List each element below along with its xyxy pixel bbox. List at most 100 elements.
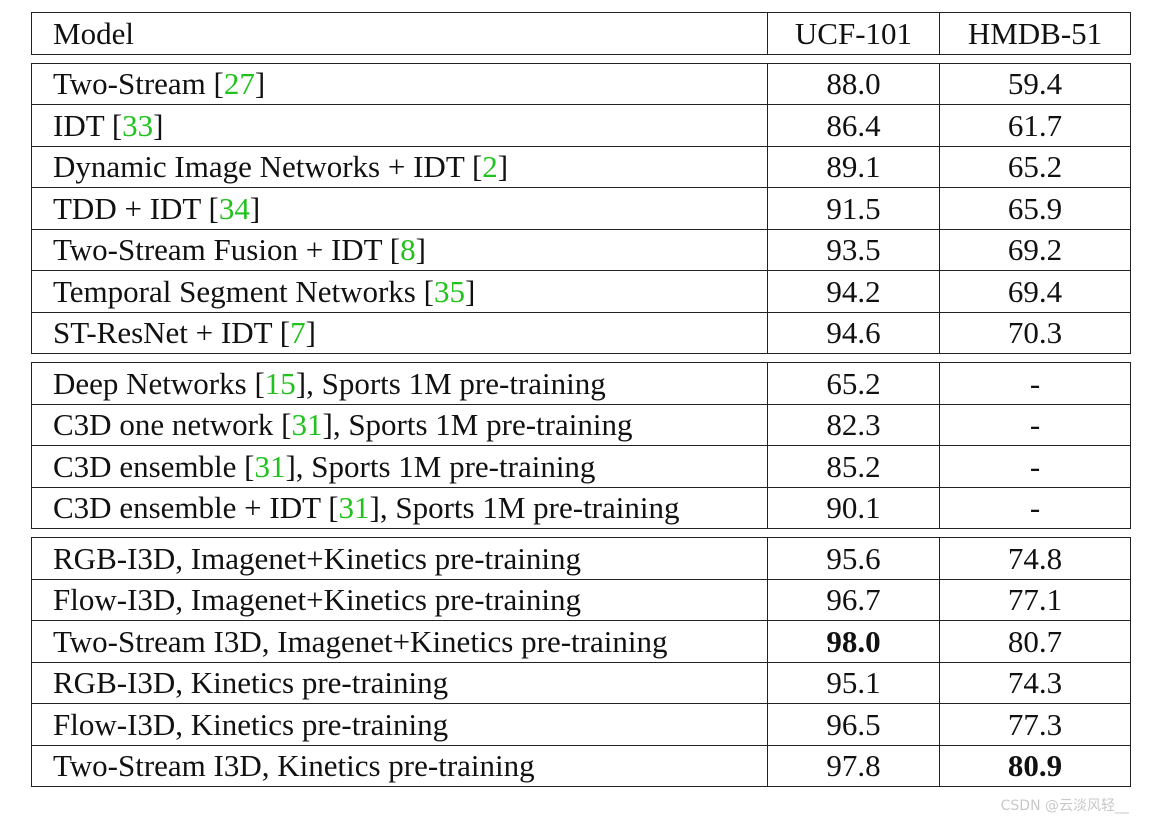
header-row: Model UCF-101 HMDB-51 <box>31 12 1131 55</box>
model-cell: Dynamic Image Networks + IDT [2] <box>31 145 768 188</box>
model-name: C3D one network <box>53 407 282 443</box>
table-row: Two-Stream I3D, Imagenet+Kinetics pre-tr… <box>31 620 1131 663</box>
table-row: Flow-I3D, Kinetics pre-training 96.5 77.3 <box>31 703 1131 746</box>
ucf101-score: 96.7 <box>767 578 940 621</box>
model-cell: C3D ensemble [31], Sports 1M pre-trainin… <box>31 445 768 488</box>
model-name: C3D ensemble + IDT <box>53 490 329 526</box>
header-ucf101: UCF-101 <box>767 12 940 55</box>
model-name: Flow-I3D, Imagenet+Kinetics pre-training <box>53 582 581 618</box>
citation-link[interactable]: 33 <box>122 107 154 143</box>
hmdb51-score: 65.2 <box>939 145 1131 188</box>
citation-close-bracket: ] <box>249 190 261 226</box>
citation-link[interactable]: 2 <box>482 149 498 185</box>
hmdb51-score: - <box>939 403 1131 446</box>
citation-close-bracket: ] <box>285 448 296 484</box>
table-row: Two-Stream I3D, Kinetics pre-training 97.… <box>31 744 1131 787</box>
hmdb51-score: 80.7 <box>939 620 1131 663</box>
citation-link[interactable]: 35 <box>433 273 465 309</box>
hmdb51-score: 70.3 <box>939 311 1131 354</box>
watermark: CSDN @云淡风轻__ <box>1000 798 1129 814</box>
citation-open-bracket: [ <box>471 149 483 185</box>
results-table: Model UCF-101 HMDB-51 Two-Stream [27] 88.… <box>31 12 1131 787</box>
table-row: TDD + IDT [34] 91.5 65.9 <box>31 187 1131 230</box>
citation-link[interactable]: 8 <box>400 232 416 268</box>
model-cell: Deep Networks [15], Sports 1M pre-traini… <box>31 362 768 405</box>
citation-open-bracket: [ <box>281 407 292 443</box>
model-pretraining: , Sports 1M pre-training <box>295 448 596 484</box>
model-cell: Two-Stream I3D, Kinetics pre-training <box>31 744 768 787</box>
citation-link[interactable]: 7 <box>290 315 306 351</box>
citation-link[interactable]: 31 <box>338 490 370 526</box>
table-row: Dynamic Image Networks + IDT [2] 89.1 65.2 <box>31 145 1131 188</box>
hmdb51-score: 74.8 <box>939 537 1131 580</box>
hmdb51-score: 65.9 <box>939 187 1131 230</box>
citation-close-bracket: ] <box>415 232 426 268</box>
ucf101-score: 97.8 <box>767 744 940 787</box>
citation-open-bracket: [ <box>279 315 291 351</box>
citation-link[interactable]: 31 <box>291 407 323 443</box>
hmdb51-score: 77.3 <box>939 703 1131 746</box>
citation-close-bracket: ] <box>254 66 266 102</box>
ucf101-score: 90.1 <box>767 486 940 529</box>
citation-link[interactable]: 31 <box>254 448 286 484</box>
group-separator-cell <box>31 53 1131 64</box>
model-cell: Flow-I3D, Kinetics pre-training <box>31 703 768 746</box>
citation-close-bracket: ] <box>464 273 476 309</box>
hmdb51-score: 69.2 <box>939 228 1131 271</box>
model-cell: Two-Stream [27] <box>31 62 768 105</box>
ucf101-score: 93.5 <box>767 228 940 271</box>
group-separator <box>31 528 1131 538</box>
table-body: Two-Stream [27] 88.0 59.4 IDT [33] 86.4 61.7 D… <box>31 53 1131 787</box>
citation-open-bracket: [ <box>389 232 401 268</box>
model-pretraining: , Sports 1M pre-training <box>306 365 606 401</box>
hmdb51-score: 74.3 <box>939 661 1131 704</box>
citation-open-bracket: [ <box>328 490 339 526</box>
model-cell: Two-Stream I3D, Imagenet+Kinetics pre-tr… <box>31 620 768 663</box>
model-cell: C3D one network [31], Sports 1M pre-trai… <box>31 403 768 446</box>
table-row: Two-Stream Fusion + IDT [8] 93.5 69.2 <box>31 228 1131 271</box>
table-row: ST-ResNet + IDT [7] 94.6 70.3 <box>31 311 1131 354</box>
citation-open-bracket: [ <box>208 190 219 226</box>
hmdb51-score: 61.7 <box>939 104 1131 147</box>
ucf101-score: 88.0 <box>767 62 940 105</box>
model-cell: TDD + IDT [34] <box>31 187 768 230</box>
ucf101-score: 98.0 <box>767 620 940 663</box>
model-cell: Two-Stream Fusion + IDT [8] <box>31 228 768 271</box>
ucf101-score: 96.5 <box>767 703 940 746</box>
model-cell: C3D ensemble + IDT [31], Sports 1M pre-t… <box>31 486 768 529</box>
table-row: Flow-I3D, Imagenet+Kinetics pre-training… <box>31 578 1131 621</box>
hmdb51-score: 59.4 <box>939 62 1131 105</box>
model-name: Deep Networks <box>53 365 255 401</box>
group-separator-cell <box>31 353 1131 363</box>
model-pretraining: , Sports 1M pre-training <box>379 490 680 526</box>
group-separator <box>31 353 1131 363</box>
citation-close-bracket: ] <box>497 149 509 185</box>
citation-open-bracket: [ <box>244 448 255 484</box>
model-pretraining: , Sports 1M pre-training <box>332 407 633 443</box>
ucf101-score: 95.6 <box>767 537 940 580</box>
model-cell: Temporal Segment Networks [35] <box>31 270 768 313</box>
model-name: Two-Stream I3D, Kinetics pre-training <box>53 748 535 784</box>
group-separator-cell <box>31 528 1131 538</box>
hmdb51-score: - <box>939 486 1131 529</box>
citation-close-bracket: ] <box>295 365 307 401</box>
header-model: Model <box>31 12 768 55</box>
citation-link[interactable]: 27 <box>223 66 255 102</box>
citation-link[interactable]: 15 <box>264 365 296 401</box>
model-cell: ST-ResNet + IDT [7] <box>31 311 768 354</box>
table-row: RGB-I3D, Imagenet+Kinetics pre-training 9… <box>31 537 1131 580</box>
hmdb51-score: - <box>939 445 1131 488</box>
table-row: Two-Stream [27] 88.0 59.4 <box>31 62 1131 105</box>
group-separator <box>31 53 1131 64</box>
model-name: RGB-I3D, Imagenet+Kinetics pre-training <box>53 540 581 576</box>
results-table-container: Model UCF-101 HMDB-51 Two-Stream [27] 88.… <box>31 12 1131 787</box>
citation-link[interactable]: 34 <box>218 190 250 226</box>
table-row: C3D ensemble + IDT [31], Sports 1M pre-t… <box>31 486 1131 529</box>
citation-close-bracket: ] <box>153 107 164 143</box>
ucf101-score: 95.1 <box>767 661 940 704</box>
model-name: Two-Stream Fusion + IDT <box>53 232 390 268</box>
model-name: IDT <box>53 107 112 143</box>
hmdb51-score: 69.4 <box>939 270 1131 313</box>
model-name: Dynamic Image Networks + IDT <box>53 149 472 185</box>
ucf101-score: 86.4 <box>767 104 940 147</box>
